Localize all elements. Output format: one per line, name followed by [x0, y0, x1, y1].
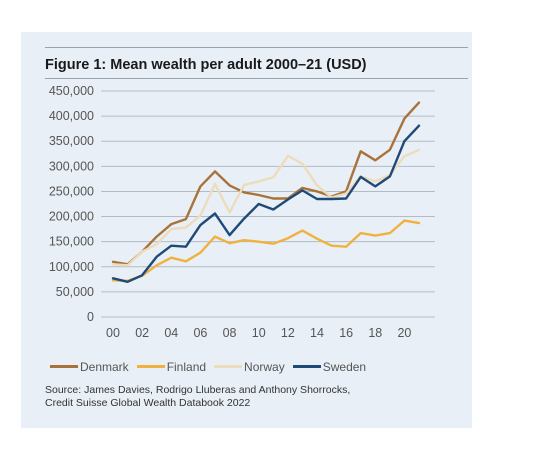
y-tick-label: 200,000 [49, 210, 94, 224]
series-line-finland [111, 219, 421, 283]
legend-label: Finland [166, 359, 207, 374]
series-line-sweden [111, 124, 421, 284]
y-tick-label: 350,000 [49, 134, 94, 148]
x-tick-label: 02 [135, 326, 149, 340]
series-lines [111, 101, 421, 284]
x-tick-label: 00 [106, 326, 120, 340]
x-tick-label: 20 [397, 326, 411, 340]
x-tick-label: 12 [281, 326, 295, 340]
y-tick-label: 150,000 [49, 235, 94, 249]
legend: Denmark Finland Norway Sweden [50, 357, 374, 374]
legend-label: Sweden [322, 359, 367, 374]
y-tick-label: 400,000 [49, 109, 94, 123]
y-tick-label: 300,000 [49, 159, 94, 173]
legend-swatch [214, 365, 243, 368]
y-tick-label: 100,000 [49, 260, 94, 274]
series-line-norway [111, 148, 421, 267]
source-note: Source: James Davies, Rodrigo Lluberas a… [45, 384, 445, 410]
x-tick-label: 10 [252, 326, 266, 340]
legend-item-finland: Finland [136, 359, 207, 374]
legend-swatch [136, 365, 165, 368]
y-tick-label: 0 [87, 310, 94, 324]
figure-panel: Figure 1: Mean wealth per adult 2000–21 … [21, 32, 472, 428]
title-rule [45, 78, 468, 79]
y-axis-ticks: 0 50,000 100,000 150,000 200,000 250,000 300,0… [49, 84, 94, 324]
legend-swatch [50, 365, 78, 368]
x-tick-label: 14 [310, 326, 324, 340]
y-tick-label: 50,000 [56, 285, 94, 299]
source-line-2: Credit Suisse Global Wealth Databook 202… [45, 397, 251, 409]
x-axis-ticks: 00 02 04 06 08 10 12 14 16 18 20 [106, 326, 411, 340]
legend-label: Norway [244, 359, 285, 374]
x-tick-label: 08 [223, 326, 237, 340]
x-tick-label: 18 [368, 326, 382, 340]
x-tick-label: 06 [193, 326, 207, 340]
y-tick-label: 450,000 [49, 84, 94, 98]
source-line-1: Source: James Davies, Rodrigo Lluberas a… [45, 384, 351, 396]
line-chart: 0 50,000 100,000 150,000 200,000 250,000 300,0… [49, 84, 435, 340]
y-tick-label: 250,000 [49, 184, 94, 198]
x-tick-label: 04 [164, 326, 178, 340]
x-tick-label: 16 [339, 326, 353, 340]
top-rule [45, 47, 468, 48]
chart-title: Figure 1: Mean wealth per adult 2000–21 … [45, 57, 367, 73]
legend-item-sweden: Sweden [292, 359, 367, 374]
legend-item-denmark: Denmark [50, 360, 129, 374]
gridlines [101, 90, 435, 318]
legend-label: Denmark [80, 359, 129, 374]
legend-item-norway: Norway [214, 360, 285, 374]
series-line-denmark [111, 101, 421, 266]
legend-swatch [292, 365, 321, 368]
